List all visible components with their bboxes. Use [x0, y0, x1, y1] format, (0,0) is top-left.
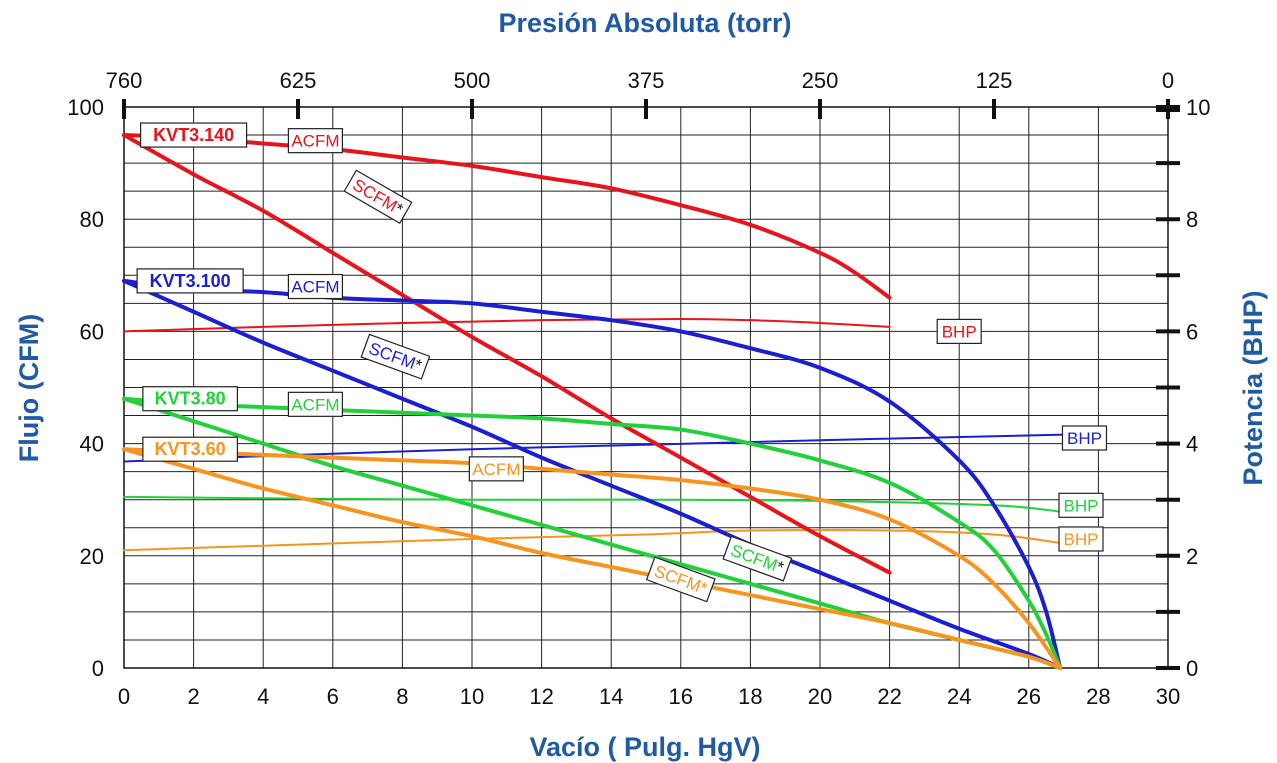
top-tick-label: 625 — [280, 68, 317, 93]
x-tick-label: 26 — [1017, 684, 1041, 709]
kvt3-80-acfm-label-text: ACFM — [291, 395, 339, 414]
kvt3-60-bhp-label: BHP — [1058, 526, 1104, 552]
kvt3-80-scfm-label: SCFM* — [722, 535, 793, 582]
top-tick-label: 760 — [106, 68, 143, 93]
kvt3-60-model-label-text: KVT3.60 — [155, 439, 226, 459]
x-tick-label: 12 — [529, 684, 553, 709]
kvt3-80-acfm-label-box — [287, 391, 343, 417]
y-left-tick-label: 40 — [80, 432, 104, 457]
kvt3-100-model-label: KVT3.100 — [136, 268, 244, 294]
kvt3-140-bhp-label: BHP — [936, 318, 982, 344]
kvt3-140-model-label-box — [140, 122, 248, 148]
x-tick-label: 6 — [327, 684, 339, 709]
kvt3-60-bhp-line — [123, 529, 1065, 552]
kvt3-100-bhp-label-box — [1061, 425, 1108, 451]
x-tick-label: 14 — [599, 684, 623, 709]
kvt3-60-acfm-label: ACFM — [468, 456, 524, 482]
kvt3-140-model-label: KVT3.140 — [140, 122, 248, 148]
kvt3-60-scfm-line — [122, 447, 1063, 670]
top-tick-label: 125 — [976, 68, 1013, 93]
top-tick-label: 0 — [1162, 68, 1174, 93]
x-tick-label: 16 — [669, 684, 693, 709]
kvt3-140-model-label-text: KVT3.140 — [153, 125, 234, 145]
kvt3-140-acfm-line — [122, 133, 892, 300]
x-tick-label: 24 — [947, 684, 971, 709]
kvt3-60-scfm-label-box — [645, 556, 716, 603]
x-tick-label: 2 — [187, 684, 199, 709]
kvt3-60-bhp-label-box — [1058, 526, 1104, 552]
grid — [123, 106, 1169, 669]
bottom-axis-title: Vacío ( Pulg. HgV) — [529, 732, 760, 762]
x-tick-label: 28 — [1086, 684, 1110, 709]
x-tick-label: 0 — [118, 684, 130, 709]
kvt3-140-bhp-label-text: BHP — [942, 322, 977, 341]
left-axis-title: Flujo (CFM) — [14, 314, 44, 462]
kvt3-80-model-label: KVT3.80 — [142, 386, 238, 412]
kvt3-140-scfm-line — [122, 133, 892, 575]
kvt3-100-model-label-box — [136, 268, 244, 294]
kvt3-140-acfm-label-text: ACFM — [291, 132, 339, 151]
kvt3-140-scfm-label: SCFM* — [343, 169, 413, 224]
axes: 0 2 4 6 8 10 12 14 16 18 20 22 24 26 28 300204060801000… — [67, 68, 1210, 709]
kvt3-80-model-label-box — [142, 386, 238, 412]
top-tick-label: 500 — [454, 68, 491, 93]
kvt3-60-acfm-label-box — [468, 456, 524, 482]
top-axis-title: Presión Absoluta (torr) — [498, 8, 791, 38]
x-tick-label: 20 — [808, 684, 832, 709]
kvt3-140-acfm-label-box — [287, 128, 343, 154]
top-tick-label: 250 — [802, 68, 839, 93]
kvt3-60-acfm-label-text: ACFM — [472, 460, 520, 479]
kvt3-140-bhp-label-box — [936, 318, 982, 344]
y-left-tick-label: 100 — [67, 95, 104, 120]
y-right-tick-label: 4 — [1186, 432, 1198, 457]
x-tick-label: 18 — [738, 684, 762, 709]
kvt3-140-scfm-label-box — [343, 169, 413, 224]
y-right-tick-label: 10 — [1186, 95, 1210, 120]
kvt3-100-scfm-line — [122, 278, 1063, 670]
x-tick-label: 22 — [877, 684, 901, 709]
kvt3-80-model-label-text: KVT3.80 — [155, 389, 226, 409]
top-tick-label: 375 — [628, 68, 665, 93]
x-tick-label: 4 — [257, 684, 269, 709]
kvt3-100-scfm-label: SCFM* — [360, 333, 431, 380]
y-left-tick-label: 0 — [92, 656, 104, 681]
kvt3-80-bhp-label: BHP — [1058, 492, 1104, 518]
y-left-tick-label: 60 — [80, 319, 104, 344]
kvt3-60-acfm-line — [122, 447, 1063, 670]
y-right-tick-label: 8 — [1186, 207, 1198, 232]
kvt3-80-bhp-label-text: BHP — [1064, 496, 1099, 515]
y-right-tick-label: 2 — [1186, 544, 1198, 569]
kvt3-60-bhp-label-text: BHP — [1064, 530, 1099, 549]
kvt3-100-bhp-label-text: BHP — [1067, 429, 1102, 448]
y-right-tick-label: 6 — [1186, 319, 1198, 344]
kvt3-60-model-label: KVT3.60 — [142, 436, 238, 462]
kvt3-100-scfm-label-box — [360, 333, 431, 380]
x-tick-label: 30 — [1156, 684, 1180, 709]
kvt3-80-scfm-label-box — [722, 535, 793, 582]
right-axis-title: Potencia (BHP) — [1238, 290, 1268, 485]
kvt3-100-acfm-label-box — [287, 273, 343, 300]
kvt3-100-bhp-line — [123, 433, 1065, 463]
kvt3-140-acfm-label: ACFM — [287, 128, 343, 154]
kvt3-100-model-label-text: KVT3.100 — [150, 271, 231, 291]
kvt3-140-bhp-line — [123, 318, 891, 333]
kvt3-100-bhp-label: BHP — [1061, 425, 1108, 451]
series-layer — [122, 133, 1065, 670]
kvt3-100-acfm-label: ACFM — [287, 273, 343, 300]
y-left-tick-label: 20 — [80, 544, 104, 569]
kvt3-60-model-label-box — [142, 436, 238, 462]
y-right-tick-label: 0 — [1186, 656, 1198, 681]
kvt3-100-acfm-label-text: ACFM — [291, 278, 339, 297]
y-left-tick-label: 80 — [80, 207, 104, 232]
x-tick-label: 10 — [460, 684, 484, 709]
kvt3-80-acfm-label: ACFM — [287, 391, 343, 417]
x-tick-label: 8 — [396, 684, 408, 709]
kvt3-80-bhp-label-box — [1058, 492, 1104, 518]
